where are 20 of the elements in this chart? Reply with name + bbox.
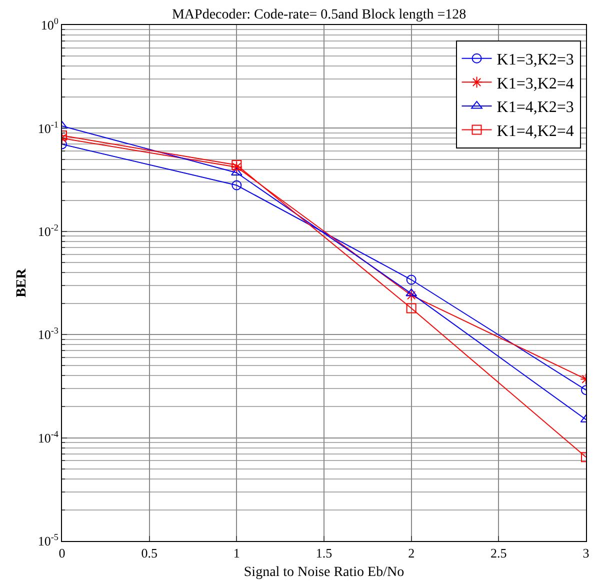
x-tick-label: 0.5	[141, 546, 158, 561]
chart-title: MAPdecoder: Code-rate= 0.5and Block length =128	[172, 8, 466, 23]
y-tick-label: 10$^{-2}$	[38, 222, 59, 239]
x-tick-label: 3	[582, 546, 590, 561]
y-axis-title: BER	[14, 268, 30, 298]
legend-label: K1=4,K2=3	[496, 99, 574, 116]
y-tick-label: 10$^{-5}$	[38, 532, 59, 549]
x-tick-label: 0	[58, 546, 66, 561]
x-tick-label: 2.5	[490, 546, 507, 561]
legend-label: K1=3,K2=3	[496, 52, 574, 69]
x-axis-title: Signal to Noise Ratio Eb/No	[244, 564, 404, 580]
legend-label: K1=4,K2=4	[496, 123, 574, 140]
y-tick-label: 10$^{-3}$	[38, 326, 59, 342]
x-tick-label: 1	[233, 546, 240, 561]
y-tick-label: 10$^{0}$	[40, 16, 59, 33]
legend-label: K1=3,K2=4	[496, 75, 574, 92]
y-tick-label: 10$^{-1}$	[38, 119, 58, 136]
x-tick-label: 1.5	[316, 546, 332, 561]
y-tick-label: 10$^{-4}$	[38, 428, 59, 446]
x-tick-label: 2	[408, 546, 415, 561]
